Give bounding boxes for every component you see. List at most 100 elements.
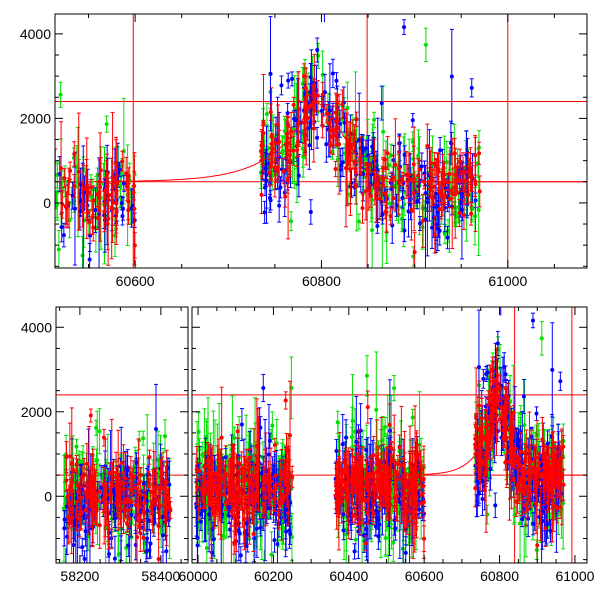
data-point-r (80, 181, 85, 228)
data-point-b (341, 521, 346, 541)
data-point-r (473, 135, 478, 176)
data-point-r (259, 175, 264, 215)
top-segment-0: 60600 60800 61000 0 2000 4000 (20, 13, 588, 289)
data-point-g (104, 115, 109, 133)
data-point-b (469, 78, 474, 98)
y-tick-label: 4000 (20, 26, 51, 42)
data-point-r (72, 141, 77, 167)
data-point-r (283, 185, 288, 208)
data-point-r (421, 193, 426, 248)
data-point-r (86, 183, 91, 202)
top-panel: 60600 60800 61000 0 2000 4000 (20, 13, 588, 289)
data-point-r (315, 80, 320, 112)
data-point-r (88, 179, 93, 196)
plot-area (56, 383, 188, 564)
data-point-r (391, 186, 396, 210)
data-point-r (404, 151, 409, 199)
data-point-r (66, 167, 71, 196)
plot-area (54, 14, 587, 268)
data-point-r (104, 160, 109, 195)
data-point-r (261, 73, 266, 173)
data-point-r (335, 94, 340, 111)
data-point-r (393, 118, 398, 212)
data-point-r (457, 198, 462, 227)
data-point-g (75, 126, 80, 238)
data-point-r (110, 111, 115, 243)
data-point-g (399, 205, 404, 233)
data-point-b (449, 28, 454, 125)
data-point-b (118, 535, 123, 563)
data-point-b (417, 216, 422, 232)
data-point-r (85, 205, 90, 220)
data-point-r (412, 232, 417, 268)
data-point-r (416, 158, 421, 193)
x-tick-label: 60600 (116, 273, 155, 289)
data-point-g (539, 321, 544, 356)
data-point-b (239, 408, 244, 442)
data-point-r (303, 75, 308, 101)
data-point-g (97, 408, 102, 455)
x-tick-label: 58200 (60, 568, 99, 584)
data-point-g (372, 111, 377, 128)
data-point-r (95, 180, 100, 208)
data-point-b (120, 197, 125, 221)
x-tick-label: 61000 (488, 273, 527, 289)
data-point-g (116, 526, 121, 563)
data-point-r (353, 168, 358, 205)
data-point-r (358, 136, 363, 175)
data-point-g (163, 419, 168, 453)
data-point-b (315, 126, 320, 149)
data-point-r (110, 187, 115, 218)
x-tick-label: 60800 (480, 568, 519, 584)
data-point-r (312, 78, 317, 94)
data-point-r (381, 158, 386, 178)
data-point-b (59, 211, 64, 243)
data-point-b (261, 373, 266, 403)
data-point-b (292, 110, 297, 128)
data-point-r (388, 207, 393, 225)
data-point-b (402, 219, 407, 242)
data-point-g (402, 192, 407, 216)
data-point-r (62, 168, 67, 189)
data-point-g (141, 430, 146, 446)
data-point-b (93, 187, 98, 234)
data-point-b (410, 113, 415, 128)
data-point-b (307, 120, 312, 170)
data-point-r (132, 232, 137, 259)
data-point-b (308, 199, 313, 225)
data-point-r (422, 525, 427, 553)
data-point-r (91, 213, 96, 242)
data-point-b (445, 225, 450, 250)
data-point-r (432, 216, 437, 254)
x-tick-label: 60400 (329, 568, 368, 584)
y-tick-label: 0 (43, 195, 51, 211)
data-point-b (530, 312, 535, 329)
data-point-g (264, 102, 269, 126)
data-point-r (276, 104, 281, 146)
data-point-b (481, 368, 486, 389)
data-point-b (279, 75, 284, 96)
data-point-g (58, 81, 63, 108)
data-point-b (361, 146, 366, 202)
data-point-b (78, 167, 83, 202)
data-point-r (76, 112, 81, 231)
data-point-g (74, 438, 79, 455)
data-point-b (419, 152, 424, 181)
data-point-r (105, 197, 110, 251)
data-point-b (534, 406, 539, 421)
data-point-r (66, 177, 71, 229)
data-point-b (521, 379, 526, 414)
data-point-g (410, 408, 415, 427)
data-point-r (333, 125, 338, 146)
data-point-g (388, 143, 393, 167)
data-point-r (98, 157, 103, 184)
data-point-r (368, 184, 373, 208)
x-tick-label: 60000 (179, 568, 218, 584)
data-point-r (360, 192, 365, 224)
data-point-b (87, 242, 92, 268)
data-point-r (351, 119, 356, 170)
data-point-r (397, 136, 402, 201)
x-tick-label: 60800 (302, 273, 341, 289)
data-point-g (392, 375, 397, 402)
